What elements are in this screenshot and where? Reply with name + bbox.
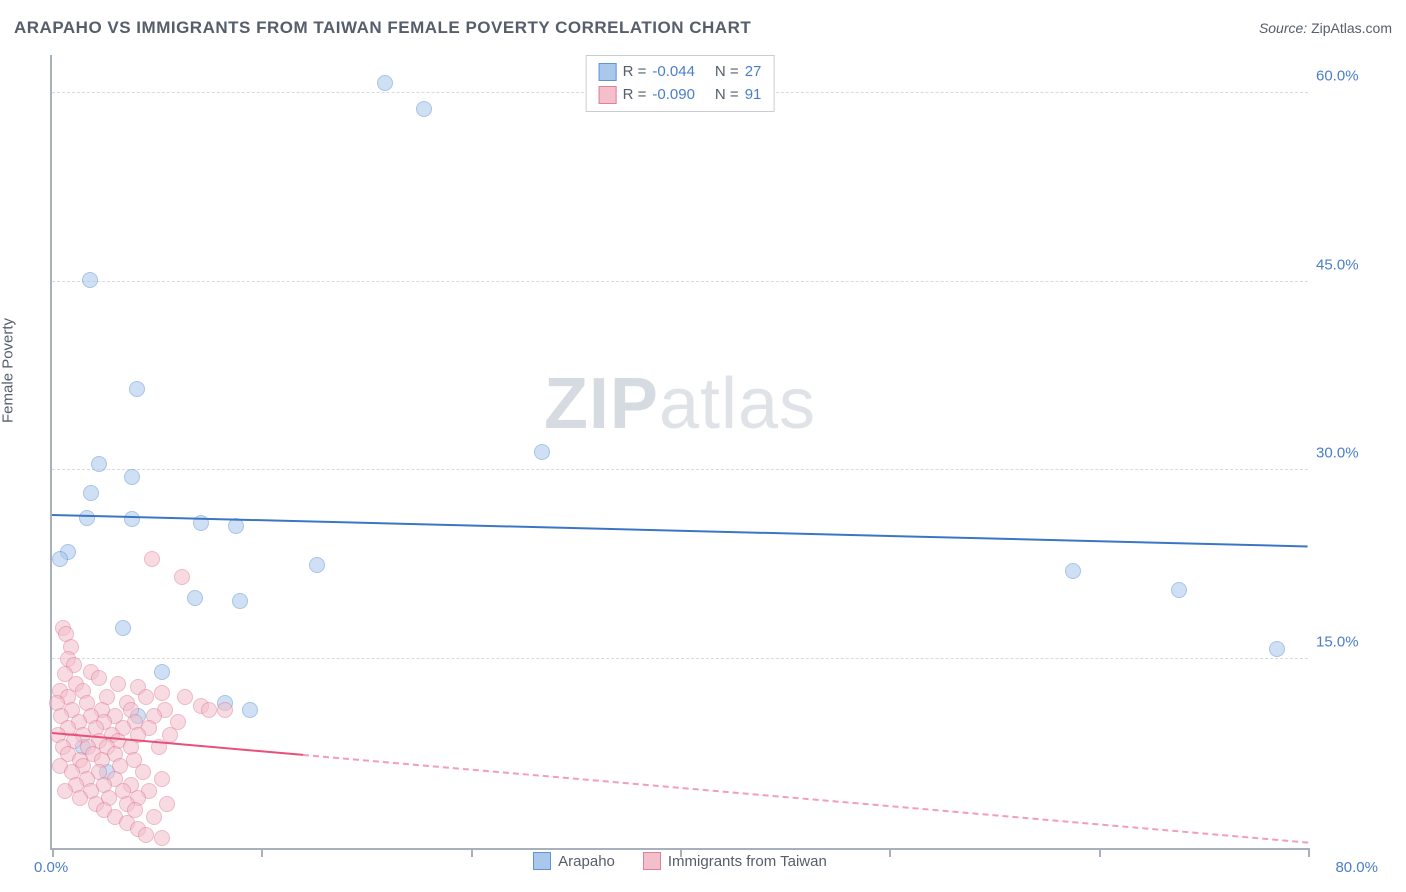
data-point [135, 764, 151, 780]
legend-series-name: Arapaho [558, 853, 615, 870]
data-point [124, 469, 140, 485]
legend-swatch [533, 852, 551, 870]
data-point [1065, 563, 1081, 579]
data-point [174, 569, 190, 585]
watermark: ZIPatlas [544, 363, 816, 445]
gridline [52, 281, 1308, 282]
data-point [1171, 582, 1187, 598]
data-point [79, 510, 95, 526]
data-point [177, 689, 193, 705]
legend-r-value: -0.090 [652, 84, 695, 107]
legend-item: Immigrants from Taiwan [643, 852, 827, 870]
data-point [110, 676, 126, 692]
x-tick [1308, 848, 1310, 857]
x-tick [680, 848, 682, 857]
data-point [52, 551, 68, 567]
legend-swatch [643, 852, 661, 870]
source-label: Source: [1259, 20, 1307, 36]
data-point [416, 101, 432, 117]
data-point [146, 809, 162, 825]
data-point [162, 727, 178, 743]
watermark-light: atlas [659, 364, 816, 444]
data-point [144, 551, 160, 567]
data-point [201, 702, 217, 718]
data-point [115, 620, 131, 636]
data-point [154, 771, 170, 787]
data-point [138, 689, 154, 705]
legend-r-value: -0.044 [652, 61, 695, 84]
data-point [57, 783, 73, 799]
legend-row: R =-0.090 N = 91 [599, 84, 762, 107]
source-attribution: Source: ZipAtlas.com [1259, 20, 1392, 36]
data-point [232, 593, 248, 609]
data-point [124, 511, 140, 527]
x-tick [52, 848, 54, 857]
x-tick-label: 80.0% [1335, 859, 1378, 876]
data-point [242, 702, 258, 718]
trend-line [303, 754, 1308, 844]
legend-swatch [599, 63, 617, 81]
correlation-legend: R =-0.044 N = 27 R =-0.090 N = 91 [586, 55, 775, 112]
y-axis-label: Female Poverty [0, 317, 17, 422]
y-tick-label: 60.0% [1316, 67, 1380, 84]
data-point [72, 790, 88, 806]
data-point [1269, 641, 1285, 657]
watermark-strong: ZIP [544, 364, 659, 444]
x-tick [261, 848, 263, 857]
data-point [138, 827, 154, 843]
data-point [154, 830, 170, 846]
source-value: ZipAtlas.com [1311, 20, 1392, 36]
legend-swatch [599, 86, 617, 104]
legend-item: Arapaho [533, 852, 615, 870]
legend-n-value: 91 [745, 84, 762, 107]
x-tick-label: 0.0% [34, 859, 68, 876]
data-point [187, 590, 203, 606]
data-point [91, 670, 107, 686]
data-point [217, 702, 233, 718]
legend-row: R =-0.044 N = 27 [599, 61, 762, 84]
data-point [91, 456, 107, 472]
data-point [82, 272, 98, 288]
data-point [309, 557, 325, 573]
legend-r-label: R = [623, 61, 647, 84]
y-tick-label: 45.0% [1316, 256, 1380, 273]
data-point [154, 685, 170, 701]
legend-r-label: R = [623, 84, 647, 107]
legend-n-label: N = [715, 84, 739, 107]
data-point [129, 381, 145, 397]
legend-n-value: 27 [745, 61, 762, 84]
gridline [52, 469, 1308, 470]
legend-n-label: N = [715, 61, 739, 84]
data-point [159, 796, 175, 812]
scatter-plot: ZIPatlas R =-0.044N =27R =-0.090N =91 Ar… [50, 55, 1308, 850]
y-tick-label: 30.0% [1316, 445, 1380, 462]
data-point [154, 664, 170, 680]
gridline [52, 658, 1308, 659]
x-tick [471, 848, 473, 857]
chart-title: ARAPAHO VS IMMIGRANTS FROM TAIWAN FEMALE… [14, 18, 751, 38]
x-tick [889, 848, 891, 857]
x-tick [1099, 848, 1101, 857]
legend-series-name: Immigrants from Taiwan [668, 853, 827, 870]
data-point [534, 444, 550, 460]
data-point [83, 485, 99, 501]
y-tick-label: 15.0% [1316, 634, 1380, 651]
data-point [377, 75, 393, 91]
